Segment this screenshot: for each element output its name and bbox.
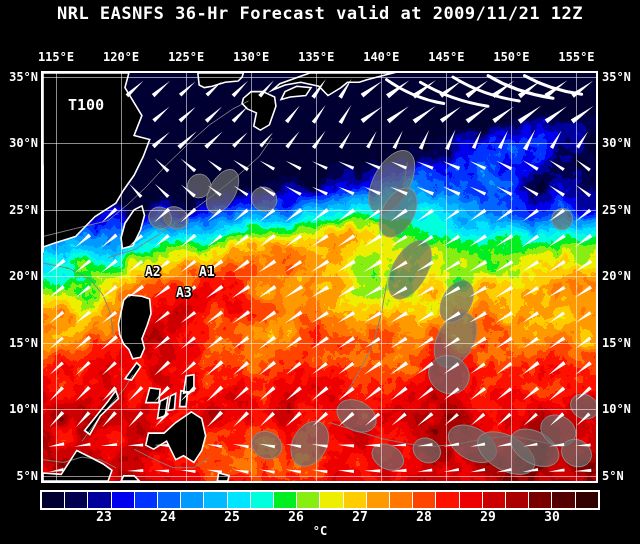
colorbar-swatch: [65, 492, 89, 508]
colorbar-tick-label: 25: [224, 510, 240, 525]
lat-tick-label-left: 15°N: [9, 335, 38, 350]
colorbar-swatch: [297, 492, 321, 508]
lat-tick-label-left: 5°N: [16, 468, 38, 483]
lon-tick-label: 115°E: [37, 50, 75, 64]
colorbar-swatch: [88, 492, 112, 508]
colorbar-swatch: [274, 492, 298, 508]
colorbar-swatch: [320, 492, 344, 508]
lat-tick-label-right: 20°N: [602, 269, 631, 284]
lat-tick-label-right: 25°N: [602, 202, 631, 217]
lon-tick-label: 120°E: [103, 50, 140, 64]
map-plot-area[interactable]: [41, 71, 598, 483]
lat-tick-label-left: 20°N: [9, 269, 38, 284]
colorbar-swatch: [204, 492, 228, 508]
colorbar-tick-label: 23: [96, 510, 112, 525]
colorbar-tick-label: 24: [160, 510, 176, 525]
page-title: NRL EASNFS 36-Hr Forecast valid at 2009/…: [56, 4, 583, 24]
lat-tick-label-left: 30°N: [9, 136, 38, 151]
lon-tick-label: 140°E: [363, 50, 400, 64]
lat-tick-label-right: 10°N: [602, 402, 631, 417]
colorbar-swatch: [506, 492, 530, 508]
lon-tick-label: 150°E: [493, 50, 530, 64]
colorbar-swatch: [42, 492, 66, 508]
colorbar: [40, 490, 600, 510]
colorbar-swatch: [250, 492, 275, 508]
colorbar-swatch: [390, 492, 414, 508]
lat-tick-label-right: 15°N: [602, 335, 631, 350]
colorbar-swatch: [436, 492, 460, 508]
lat-tick-label-right: 5°N: [602, 468, 624, 483]
colorbar-tick-label: 26: [288, 510, 304, 525]
colorbar-swatch: [227, 492, 251, 508]
colorbar-swatch: [134, 492, 159, 508]
colorbar-swatch: [413, 492, 437, 508]
colorbar-tick-label: 30: [544, 510, 560, 525]
colorbar-swatch: [459, 492, 483, 508]
colorbar-swatch: [111, 492, 135, 508]
lon-tick-label: 145°E: [428, 50, 465, 64]
colorbar-tick-label: 29: [480, 510, 496, 525]
sst-heatmap-canvas: [43, 73, 596, 481]
lat-tick-label-left: 10°N: [9, 402, 38, 417]
colorbar-swatch: [529, 492, 553, 508]
colorbar-swatch: [366, 492, 391, 508]
lat-tick-label-left: 35°N: [9, 69, 38, 84]
lat-tick-label-right: 35°N: [602, 69, 631, 84]
lon-tick-label: 125°E: [168, 50, 205, 64]
colorbar-unit-label: °C: [312, 524, 328, 538]
lat-tick-label-left: 25°N: [9, 202, 38, 217]
lon-tick-label: 155°E: [558, 50, 595, 64]
lon-tick-label: 135°E: [298, 50, 335, 64]
map-canvas-container: [43, 73, 596, 481]
colorbar-swatch: [552, 492, 576, 508]
colorbar-swatch: [158, 492, 182, 508]
colorbar-swatch: [575, 492, 598, 508]
colorbar-tick-labels: 23 24 25 26 27 28 29 30: [0, 510, 640, 528]
colorbar-tick-label: 27: [352, 510, 368, 525]
colorbar-swatch: [482, 492, 507, 508]
lat-tick-label-right: 30°N: [602, 136, 631, 151]
lon-tick-label: 130°E: [233, 50, 270, 64]
colorbar-swatch: [343, 492, 367, 508]
colorbar-tick-label: 28: [416, 510, 432, 525]
colorbar-swatch: [181, 492, 205, 508]
